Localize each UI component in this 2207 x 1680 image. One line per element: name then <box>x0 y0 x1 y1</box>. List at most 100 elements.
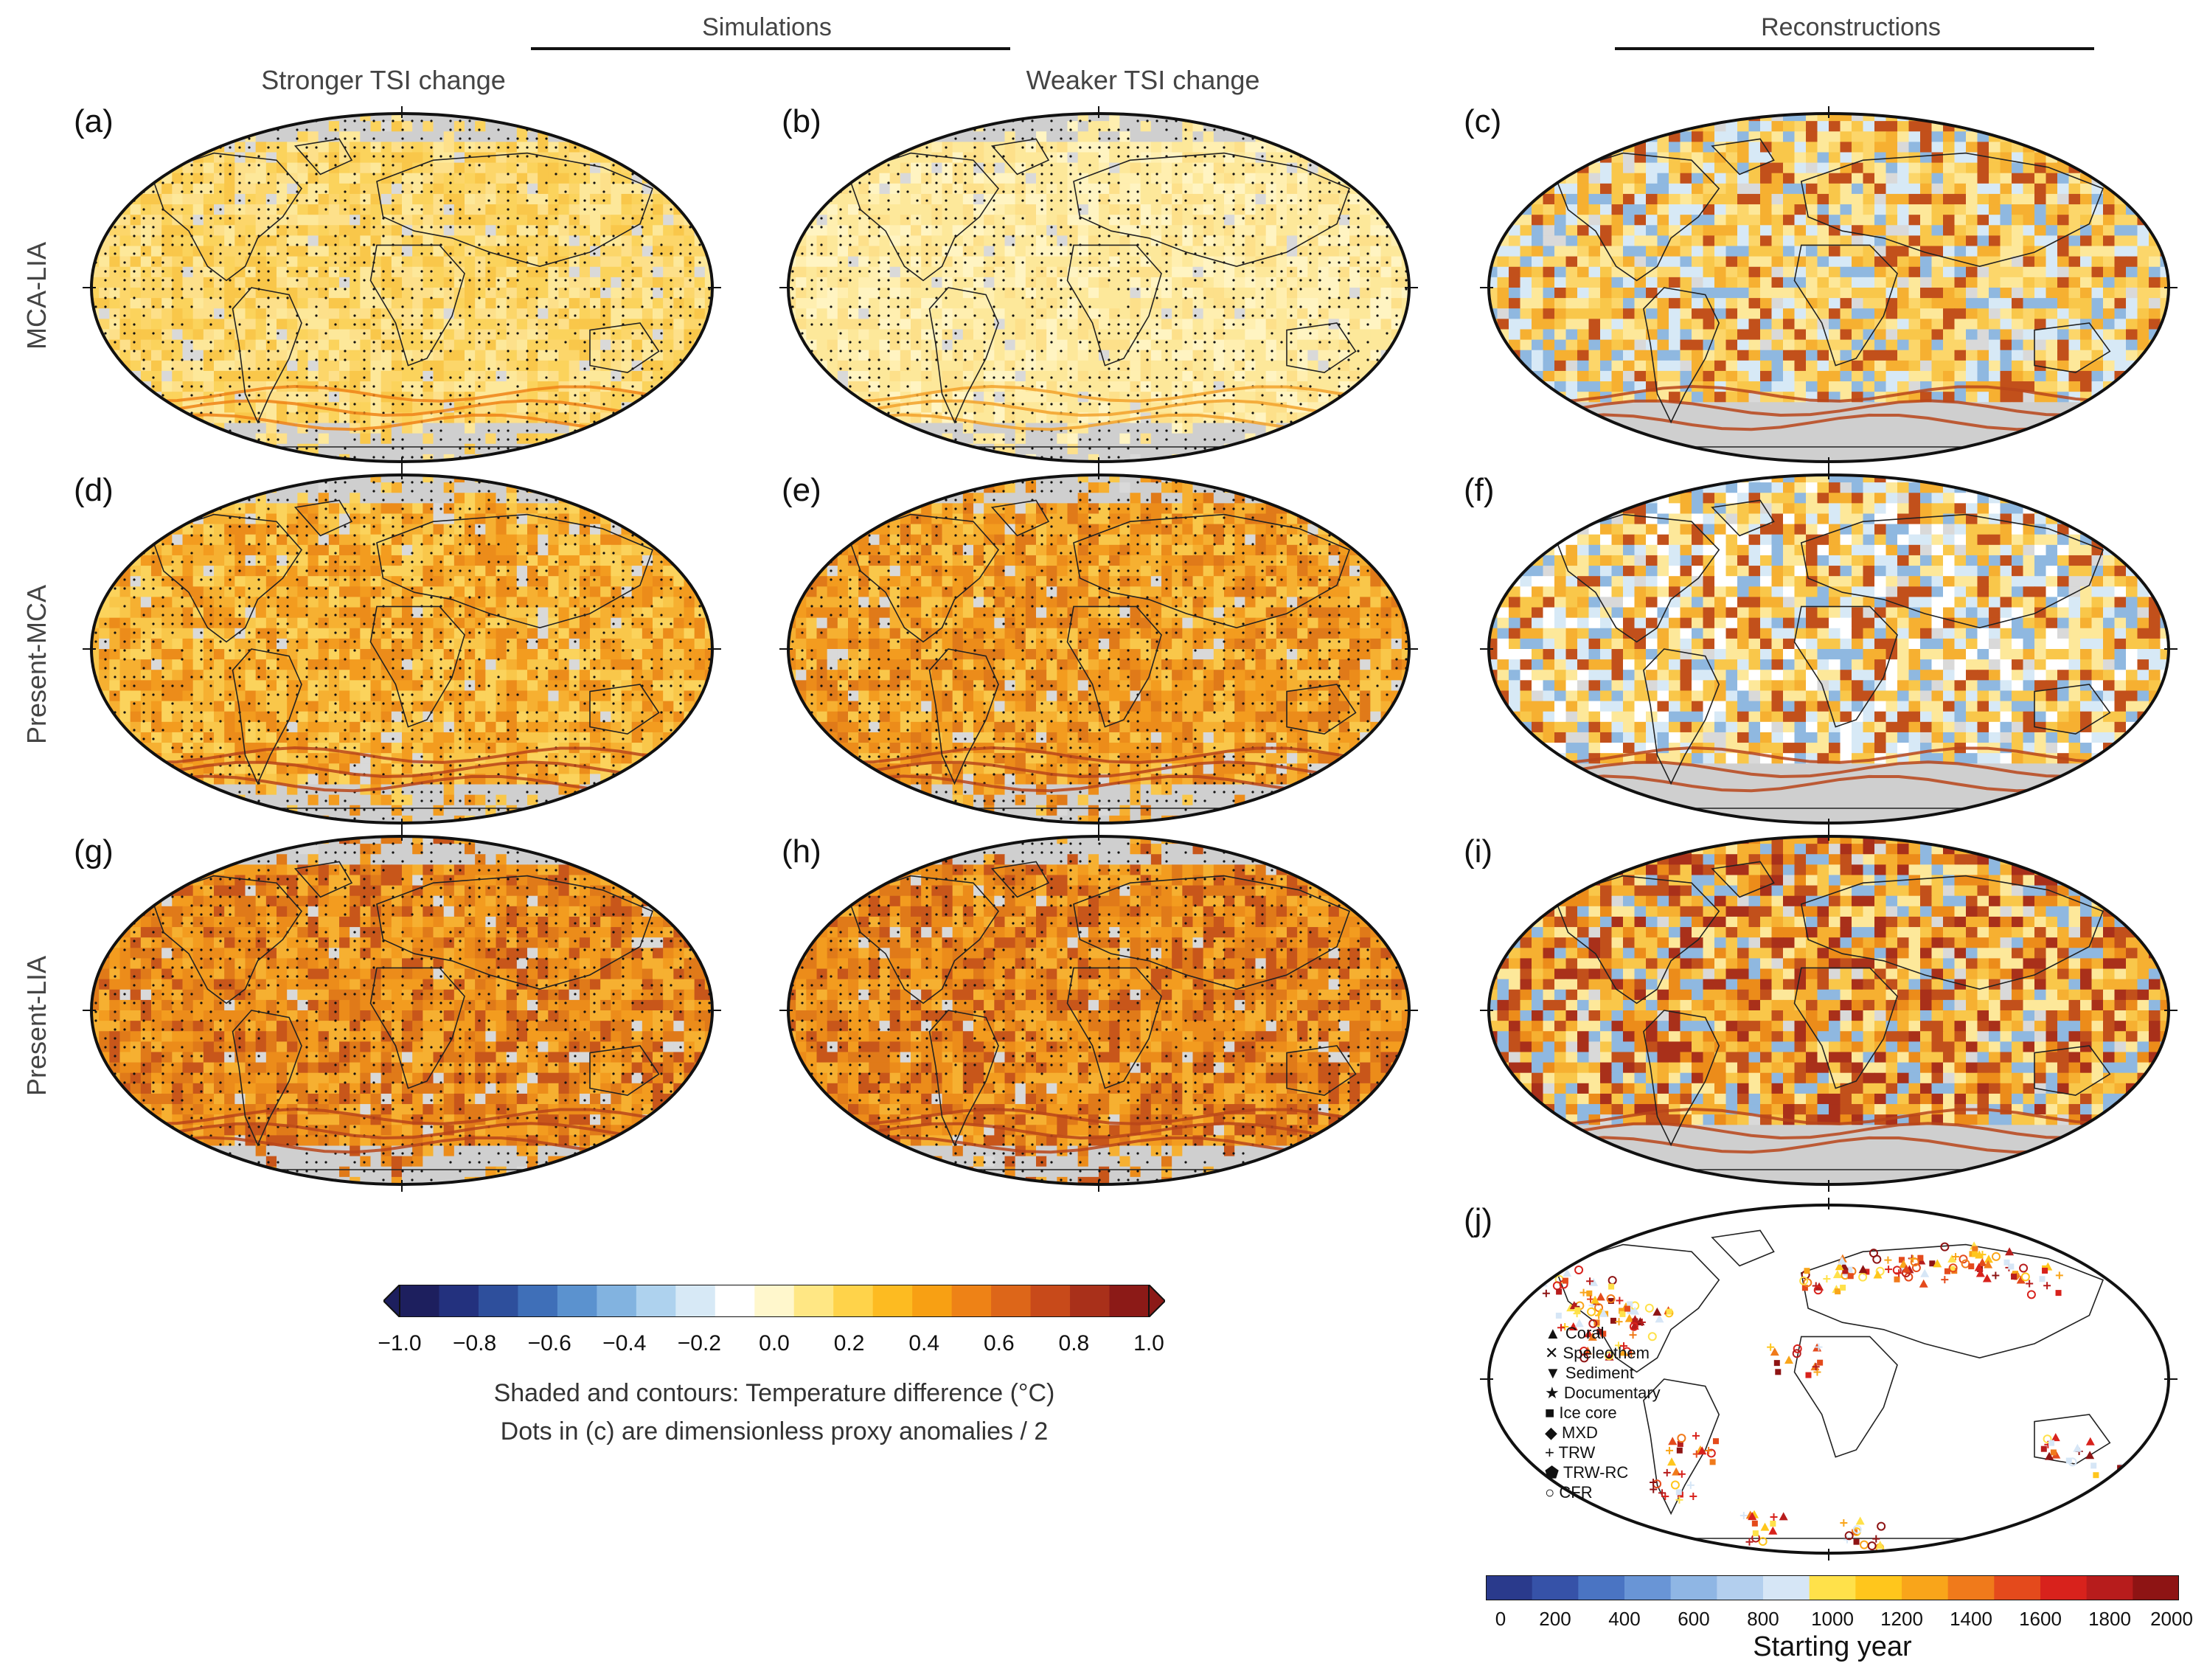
proxy-symbol-icon: ◆ <box>1545 1423 1562 1442</box>
panel-label-a: (a) <box>74 103 114 140</box>
temperature-colorbar-swatch <box>636 1285 676 1317</box>
year-tick-label: 600 <box>1657 1608 1731 1631</box>
panel-label-d: (d) <box>74 472 114 509</box>
map-panel-b <box>779 106 1418 469</box>
proxy-legend-label: MXD <box>1562 1423 1598 1442</box>
year-colorbar-swatch <box>1532 1575 1579 1600</box>
starting-year-label: Starting year <box>1622 1631 2043 1663</box>
panel-label-e: (e) <box>782 472 821 509</box>
year-colorbar-swatch <box>1578 1575 1625 1600</box>
proxy-legend-label: Coral <box>1565 1324 1605 1342</box>
column-title-weaker: Weaker TSI change <box>907 65 1379 96</box>
year-colorbar-swatch <box>1947 1575 1995 1600</box>
year-tick-label: 0 <box>1464 1608 1537 1631</box>
temperature-tick-label: 0.8 <box>1037 1331 1111 1356</box>
panel-label-b: (b) <box>782 103 821 140</box>
temperature-tick-label: −0.6 <box>512 1331 586 1356</box>
year-colorbar-swatch <box>1809 1575 1856 1600</box>
panel-label-i: (i) <box>1464 833 1492 870</box>
temperature-tick-label: 0.2 <box>813 1331 886 1356</box>
simulations-bar <box>531 47 1010 50</box>
proxy-legend-item: ◆ MXD <box>1545 1423 1598 1443</box>
temperature-colorbar-swatch <box>1030 1285 1071 1317</box>
proxy-symbol-icon: ■ <box>1545 1403 1559 1422</box>
temperature-tick-label: 1.0 <box>1112 1331 1186 1356</box>
temperature-colorbar <box>383 1285 1165 1317</box>
year-tick-label: 1400 <box>1934 1608 2008 1631</box>
year-colorbar-swatch <box>1486 1575 1533 1600</box>
starting-year-colorbar <box>1486 1575 2179 1600</box>
proxy-legend-label: TRW <box>1559 1443 1596 1462</box>
temperature-colorbar-swatch <box>400 1285 439 1317</box>
map-panel-d <box>83 468 721 830</box>
temperature-colorbar-swatch <box>597 1285 637 1317</box>
starting-year-colorbar-ticks: 0 200 400 600 800 1000 1200 1400 1600 1800 2000 <box>1486 1608 2193 1634</box>
proxy-symbol-icon: + <box>1545 1443 1559 1462</box>
year-tick-label: 1000 <box>1796 1608 1869 1631</box>
group-title-simulations: Simulations <box>531 13 1003 42</box>
proxy-legend-item: ★ Documentary <box>1545 1384 1661 1403</box>
year-colorbar-swatch <box>2086 1575 2133 1600</box>
temperature-tick-label: −0.8 <box>438 1331 512 1356</box>
caption-line-2: Dots in (c) are dimensionless proxy anom… <box>295 1417 1254 1446</box>
map-panel-i <box>1480 829 2178 1192</box>
temperature-colorbar-swatch <box>951 1285 992 1317</box>
row-label-mca-lia: MCA-LIA <box>21 200 52 392</box>
proxy-legend-item: ▲ Coral <box>1545 1324 1604 1343</box>
proxy-legend-item: + TRW <box>1545 1443 1595 1462</box>
temperature-colorbar-swatch <box>675 1285 716 1317</box>
proxy-symbol-icon: ⬟ <box>1545 1463 1563 1482</box>
column-title-stronger: Stronger TSI change <box>147 65 619 96</box>
row-label-present-lia: Present-LIA <box>21 930 52 1122</box>
proxy-symbol-icon: ★ <box>1545 1384 1564 1402</box>
proxy-symbol-icon: ▼ <box>1545 1364 1565 1382</box>
proxy-legend-item: ▼ Sediment <box>1545 1364 1634 1383</box>
temperature-colorbar-swatch <box>439 1285 479 1317</box>
map-panel-f <box>1480 468 2178 830</box>
proxy-legend-item: ■ Ice core <box>1545 1403 1617 1423</box>
temperature-tick-label: −0.4 <box>588 1331 661 1356</box>
proxy-legend-label: CFR <box>1559 1483 1592 1502</box>
year-tick-label: 200 <box>1518 1608 1592 1631</box>
proxy-legend-item: ○ CFR <box>1545 1483 1593 1502</box>
temperature-colorbar-swatch <box>833 1285 874 1317</box>
panel-label-c: (c) <box>1464 103 1501 140</box>
map-panel-j <box>1480 1198 2178 1561</box>
year-tick-label: 400 <box>1588 1608 1661 1631</box>
temperature-colorbar-swatch <box>518 1285 558 1317</box>
temperature-tick-label: 0.4 <box>887 1331 961 1356</box>
temperature-colorbar-swatch <box>1109 1285 1150 1317</box>
reconstructions-bar <box>1615 47 2094 50</box>
proxy-symbol-icon: ▲ <box>1545 1324 1565 1342</box>
map-panel-e <box>779 468 1418 830</box>
year-colorbar-swatch <box>1670 1575 1717 1600</box>
temperature-colorbar-swatch <box>912 1285 953 1317</box>
temperature-tick-label: 0.0 <box>737 1331 811 1356</box>
proxy-legend-item: ⬟ TRW-RC <box>1545 1463 1628 1482</box>
proxy-legend-label: Ice core <box>1559 1403 1616 1422</box>
temperature-tick-label: −1.0 <box>363 1331 437 1356</box>
year-colorbar-swatch <box>1902 1575 1949 1600</box>
year-tick-label: 1800 <box>2073 1608 2147 1631</box>
year-colorbar-swatch <box>1717 1575 1764 1600</box>
year-tick-label: 2000 <box>2135 1608 2207 1631</box>
caption-line-1: Shaded and contours: Temperature differe… <box>295 1379 1254 1408</box>
temperature-colorbar-swatch <box>754 1285 795 1317</box>
year-tick-label: 800 <box>1726 1608 1800 1631</box>
proxy-legend-label: TRW-RC <box>1563 1463 1628 1482</box>
panel-label-g: (g) <box>74 833 114 870</box>
panel-label-h: (h) <box>782 833 821 870</box>
temperature-tick-label: −0.2 <box>662 1331 736 1356</box>
colorbar-max-extend <box>1148 1285 1165 1317</box>
colorbar-min-extend <box>383 1285 400 1317</box>
panel-label-j: (j) <box>1464 1202 1492 1239</box>
proxy-symbol-icon: ○ <box>1545 1483 1559 1502</box>
year-colorbar-swatch <box>2133 1575 2179 1600</box>
temperature-colorbar-swatch <box>557 1285 597 1317</box>
proxy-legend-label: Sediment <box>1565 1364 1634 1382</box>
row-label-present-mca: Present-MCA <box>21 569 52 760</box>
proxy-legend-label: Speleothem <box>1563 1344 1650 1362</box>
temperature-colorbar-swatch <box>715 1285 755 1317</box>
temperature-colorbar-swatch <box>793 1285 834 1317</box>
temperature-colorbar-swatch <box>872 1285 913 1317</box>
